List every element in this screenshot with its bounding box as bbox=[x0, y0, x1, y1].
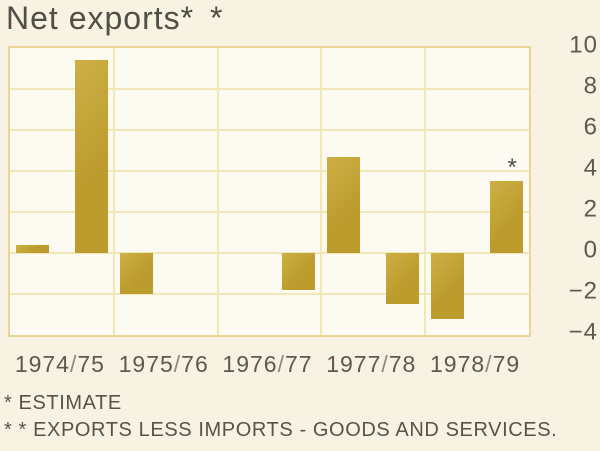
x-tick-label-1975-76: 1975/76 bbox=[118, 351, 209, 377]
y-tick-label-2: 2 bbox=[583, 195, 598, 223]
bar-1978-79-h1 bbox=[431, 253, 465, 319]
bar-1974-75-h1 bbox=[16, 244, 49, 253]
y-tick-label-4: 4 bbox=[583, 154, 598, 182]
horizontal-gridline-4 bbox=[10, 170, 529, 172]
horizontal-gridline-0 bbox=[10, 252, 529, 254]
bar-1977-78-h2 bbox=[386, 253, 420, 305]
x-tick-label-1976-77: 1976/77 bbox=[222, 351, 313, 377]
y-tick-label--4: −4 bbox=[568, 318, 598, 346]
y-tick-label-10: 10 bbox=[569, 31, 598, 59]
bar-1976-77-h2 bbox=[282, 253, 316, 290]
bar-1977-78-h1 bbox=[327, 156, 361, 253]
plot-area: * bbox=[8, 46, 531, 337]
x-tick-label-1978-79: 1978/79 bbox=[430, 351, 521, 377]
y-tick-label-0: 0 bbox=[583, 236, 598, 264]
horizontal-gridline-2 bbox=[10, 211, 529, 213]
vertical-gridline-1 bbox=[112, 48, 115, 335]
estimate-asterisk: * bbox=[507, 154, 517, 182]
bar-1978-79-h2 bbox=[490, 181, 523, 253]
vertical-gridline-3 bbox=[320, 48, 323, 335]
chart-title-footnote-mark: * * bbox=[180, 0, 227, 36]
vertical-gridline-2 bbox=[216, 48, 219, 335]
y-tick-label--2: −2 bbox=[568, 277, 598, 305]
bar-1975-76-h1 bbox=[119, 253, 153, 294]
footnote-definition: * * EXPORTS LESS IMPORTS - GOODS AND SER… bbox=[4, 419, 558, 441]
y-tick-label-6: 6 bbox=[583, 113, 598, 141]
vertical-gridline-4 bbox=[424, 48, 427, 335]
horizontal-gridline-8 bbox=[10, 88, 529, 90]
x-tick-label-1974-75: 1974/75 bbox=[14, 351, 105, 377]
chart-title: Net exports* * bbox=[6, 0, 226, 37]
chart-title-text: Net exports bbox=[6, 0, 181, 36]
bar-1974-75-h2 bbox=[74, 60, 108, 253]
y-tick-label-8: 8 bbox=[583, 72, 598, 100]
horizontal-gridline--2 bbox=[10, 293, 529, 295]
footnote-estimate: * ESTIMATE bbox=[4, 392, 122, 414]
x-tick-label-1977-78: 1977/78 bbox=[326, 351, 417, 377]
horizontal-gridline-6 bbox=[10, 129, 529, 131]
